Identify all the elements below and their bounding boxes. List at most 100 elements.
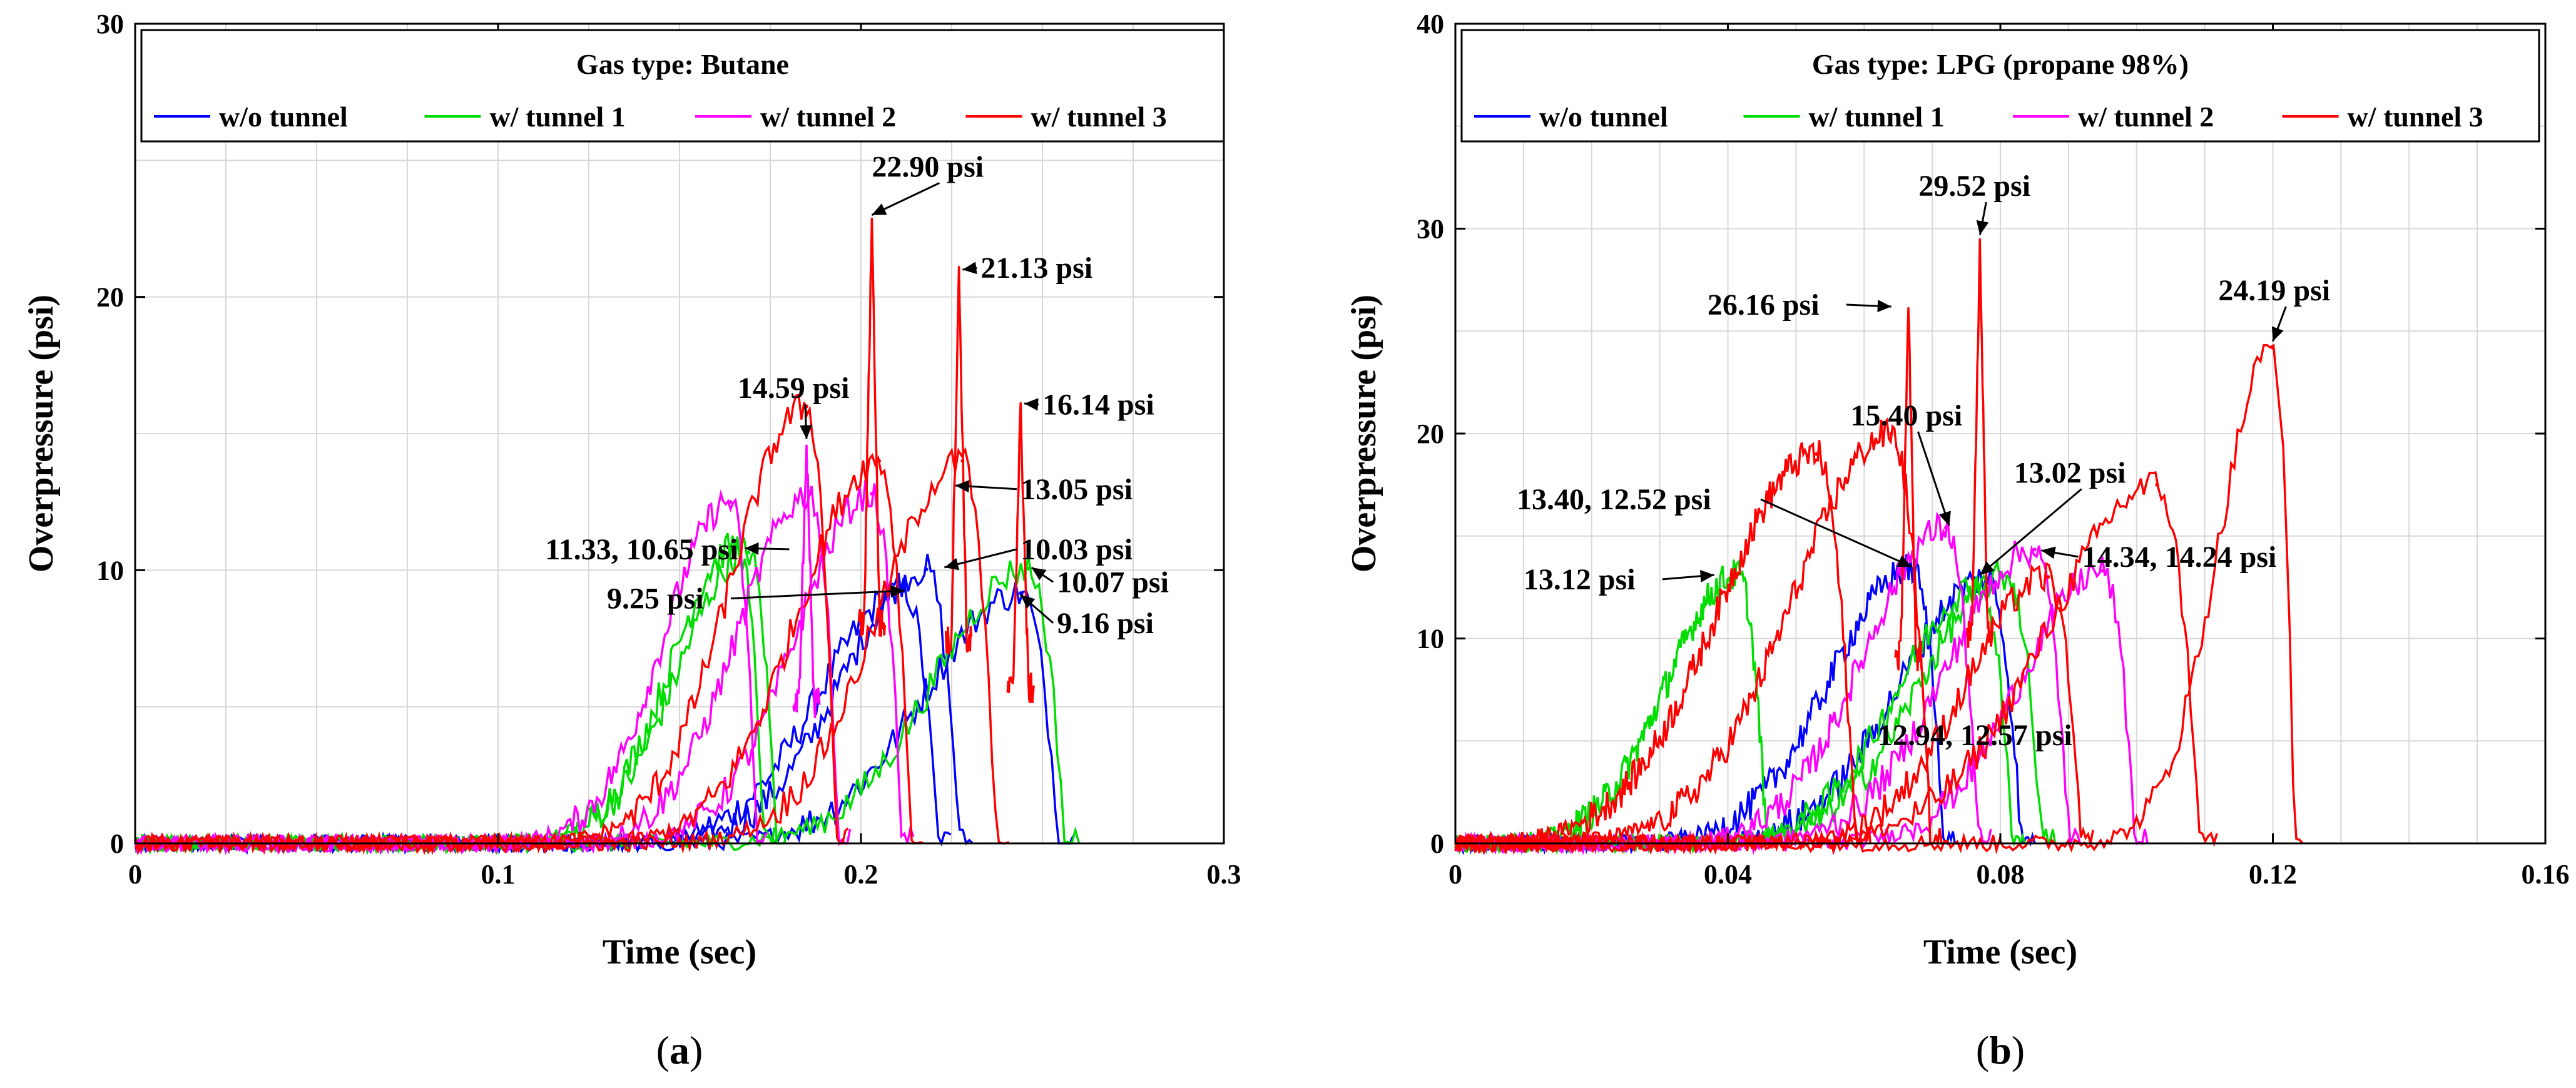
data-point bbox=[924, 567, 929, 572]
y-axis-title: Overpressure (psi) bbox=[1345, 295, 1383, 572]
axes-frame bbox=[134, 23, 1225, 845]
data-point bbox=[2155, 482, 2159, 487]
chart-panel-a: 0 0.1 0.2 0.3 0 10 20 30 Time (sec) Overpressure … bbox=[22, 9, 1241, 1072]
annotation-label: 21.13 psi bbox=[980, 252, 1092, 285]
spike-peak bbox=[1006, 402, 1035, 704]
annotation-label: 10.03 psi bbox=[1021, 533, 1133, 566]
panel-label: (a) bbox=[656, 1028, 703, 1072]
annotation-label: 22.90 psi bbox=[872, 151, 984, 184]
data-point bbox=[1019, 591, 1023, 596]
annotation-arrow bbox=[1917, 431, 1950, 526]
data-point bbox=[1026, 566, 1030, 571]
annotation-arrow bbox=[1760, 498, 1913, 568]
legend-entry: w/ tunnel 1 bbox=[1809, 101, 1945, 133]
panel-label-open: ( bbox=[656, 1028, 669, 1072]
series-curve bbox=[134, 489, 768, 855]
annotation-label: 13.05 psi bbox=[1021, 473, 1133, 506]
data-point bbox=[2046, 575, 2050, 579]
annotation-label: 13.02 psi bbox=[2014, 457, 2126, 490]
arrow-head bbox=[800, 425, 813, 439]
arrow-head bbox=[944, 557, 960, 571]
x-tick-label: 0.1 bbox=[481, 859, 516, 890]
legend-entry: w/ tunnel 1 bbox=[490, 101, 626, 133]
x-axis-title: Time (sec) bbox=[603, 933, 756, 972]
spike-peak bbox=[944, 266, 973, 655]
legend-entry: w/ tunnel 3 bbox=[1031, 101, 1167, 133]
annotation-label: 14.59 psi bbox=[738, 372, 850, 405]
annotations: 29.52 psi 26.16 psi 24.19 psi 15.40 psi 13.0… bbox=[1517, 170, 2330, 752]
annotation-label: 24.19 psi bbox=[2218, 274, 2330, 307]
y-tick-label: 30 bbox=[1417, 214, 1444, 245]
legend: Gas type: Butane w/o tunnel w/ tunnel 1 w/ … bbox=[140, 29, 1225, 143]
y-axis-title: Overpressure (psi) bbox=[22, 295, 61, 572]
legend-entry: w/o tunnel bbox=[219, 101, 348, 133]
legend-box bbox=[140, 29, 1225, 143]
annotation-label: 15.40 psi bbox=[1850, 399, 1962, 432]
data-point bbox=[2032, 547, 2037, 552]
panel-label-close: ) bbox=[690, 1028, 703, 1072]
x-axis-title: Time (sec) bbox=[1923, 933, 2077, 972]
annotation-label: 13.40, 12.52 psi bbox=[1517, 483, 1711, 516]
y-tick-label: 10 bbox=[96, 555, 124, 586]
annotation-label: 13.12 psi bbox=[1524, 563, 1636, 596]
y-tick-label: 10 bbox=[1417, 624, 1444, 654]
chart-panel-b: 0 0.04 0.08 0.12 0.16 0 10 20 30 40 Time (sec) Over… bbox=[1345, 9, 2570, 1072]
annotation-label: 10.07 psi bbox=[1057, 566, 1169, 599]
panel-label-letter: a bbox=[669, 1028, 690, 1072]
arrow-head bbox=[745, 542, 759, 555]
y-tick-label: 20 bbox=[96, 282, 124, 313]
arrow-head bbox=[962, 262, 977, 275]
series-curve bbox=[134, 447, 1010, 855]
legend-box bbox=[1460, 29, 2540, 143]
data-point bbox=[1943, 526, 1948, 530]
spike-peak bbox=[792, 444, 821, 718]
y-tick-label: 0 bbox=[1430, 828, 1444, 859]
arrow-head bbox=[1938, 511, 1951, 526]
x-tick-label: 0.3 bbox=[1207, 859, 1241, 890]
data-point bbox=[877, 459, 881, 463]
annotation-label: 26.16 psi bbox=[1708, 288, 1820, 322]
y-tick-label: 0 bbox=[110, 828, 124, 859]
x-tick-label: 0.12 bbox=[2249, 859, 2297, 890]
data-point bbox=[746, 550, 751, 554]
data-point bbox=[2100, 569, 2105, 573]
annotation-label: 11.33, 10.65 psi bbox=[545, 533, 738, 566]
x-tick-label: 0.2 bbox=[844, 859, 878, 890]
panel-label-letter: b bbox=[1989, 1028, 2012, 1072]
annotation-arrow bbox=[730, 589, 905, 599]
arrow-head bbox=[1896, 555, 1912, 567]
legend-entry: w/o tunnel bbox=[1539, 101, 1668, 133]
data-point bbox=[1889, 432, 1893, 435]
panel-label-close: ) bbox=[2012, 1028, 2025, 1072]
panel-label-open: ( bbox=[1976, 1028, 1989, 1072]
data-point bbox=[2005, 574, 2009, 579]
annotation-arrow bbox=[1979, 488, 2082, 576]
x-tick-label: 0 bbox=[1448, 859, 1462, 890]
annotation-label: 29.52 psi bbox=[1918, 170, 2030, 203]
data-point bbox=[1815, 452, 1819, 456]
x-tick-label: 0.04 bbox=[1704, 859, 1752, 890]
arrow-head bbox=[1021, 594, 1036, 609]
legend-entry: w/ tunnel 3 bbox=[2348, 101, 2483, 133]
series-curve bbox=[134, 452, 925, 856]
series-curve bbox=[1455, 343, 2304, 856]
annotation-label: 12.94, 12.57 psi bbox=[1878, 719, 2072, 752]
data-point bbox=[1910, 567, 1914, 571]
arrow-head bbox=[1031, 567, 1047, 581]
arrow-head bbox=[1980, 561, 1995, 575]
legend-entry: w/ tunnel 2 bbox=[2078, 101, 2214, 133]
arrow-head bbox=[1877, 300, 1891, 313]
arrow-head bbox=[1699, 569, 1714, 582]
annotation-label: 9.25 psi bbox=[607, 582, 704, 615]
arrow-head bbox=[1024, 398, 1039, 411]
data-point bbox=[728, 500, 733, 504]
legend-title: Gas type: Butane bbox=[576, 48, 789, 80]
legend-entry: w/ tunnel 2 bbox=[760, 101, 896, 133]
spike-peak bbox=[1894, 307, 1923, 671]
annotations: 22.90 psi 21.13 psi 16.14 psi 14.59 psi 13.0… bbox=[545, 151, 1169, 640]
x-tick-label: 0.08 bbox=[1977, 859, 2025, 890]
annotation-label: 9.16 psi bbox=[1057, 607, 1154, 640]
legend-title: Gas type: LPG (propane 98%) bbox=[1812, 48, 2189, 80]
panel-label: (b) bbox=[1976, 1028, 2025, 1072]
